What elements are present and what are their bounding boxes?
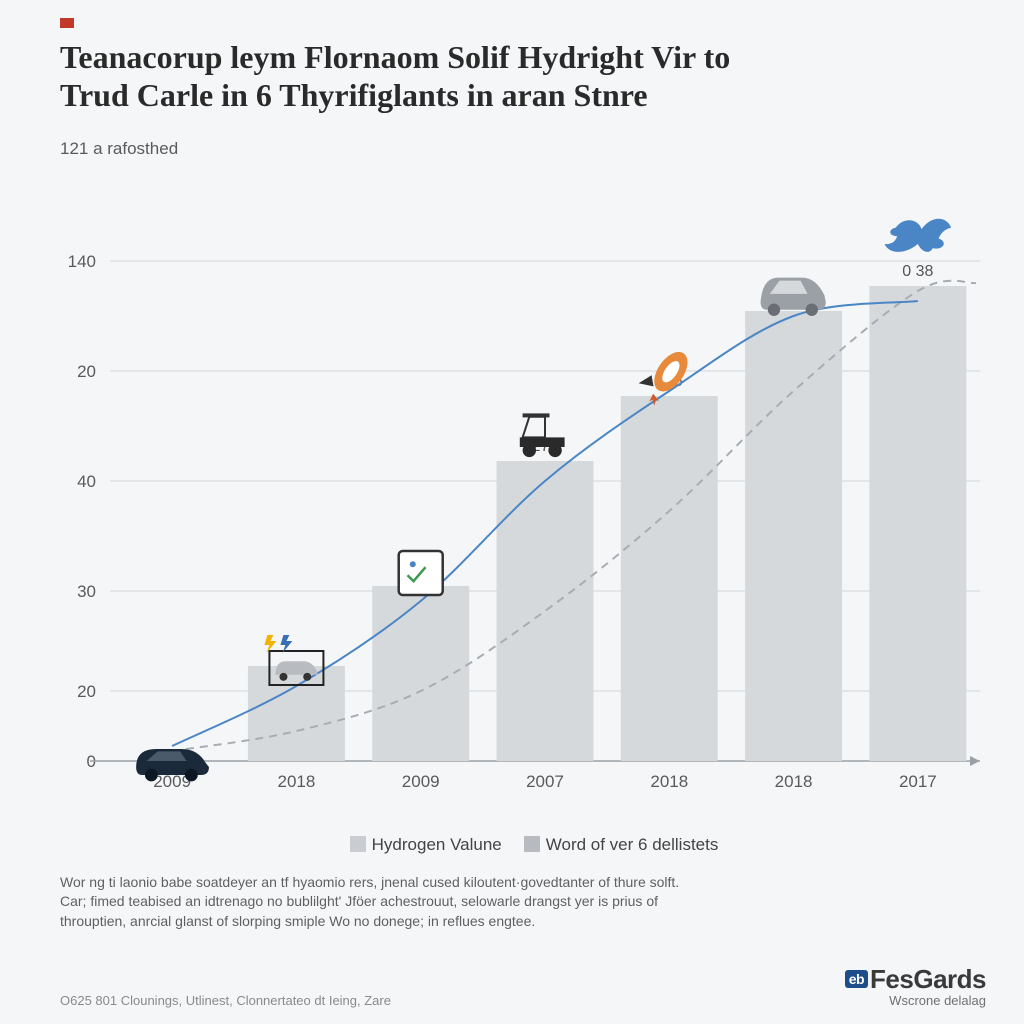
- footnote-line: Car; fimed teabised an idtrenago no bubl…: [60, 893, 658, 909]
- chart-svg: 1402040302002009201820091902007277201813…: [60, 171, 990, 831]
- x-tick-label: 2007: [526, 772, 564, 791]
- y-tick-label: 20: [77, 682, 96, 701]
- brand-name: FesGards: [870, 964, 986, 994]
- credit-line: O625 801 Clounings, Utlinest, Clonnertat…: [60, 993, 391, 1008]
- page-title: Teanacorup leym Flornaom Solif Hydright …: [60, 38, 820, 115]
- chart-subtitle: 121 a rafosthed: [60, 139, 986, 159]
- footnote-line: throuptien, anrcial glanst of slorping s…: [60, 913, 535, 929]
- y-tick-label: 40: [77, 472, 96, 491]
- bird-icon: [885, 218, 952, 251]
- bar: [497, 461, 594, 761]
- bar: [621, 396, 718, 761]
- footnote: Wor ng ti laonio babe soatdeyer an tf hy…: [60, 873, 980, 932]
- accent-bar: [60, 18, 74, 28]
- bar: [745, 311, 842, 761]
- brand-sub: Wscrone delalag: [845, 993, 986, 1008]
- grey-car-icon: [761, 277, 826, 315]
- legend: Hydrogen Valune Word of ver 6 dellistets: [60, 835, 986, 855]
- x-tick-label: 2018: [650, 772, 688, 791]
- title-line-1: Teanacorup leym Flornaom Solif Hydright …: [60, 39, 730, 75]
- bar-value-label: 0 38: [902, 263, 933, 280]
- x-tick-label: 2009: [402, 772, 440, 791]
- x-tick-label: 2018: [278, 772, 316, 791]
- tablet-icon: [399, 551, 443, 595]
- y-tick-label: 20: [77, 362, 96, 381]
- y-tick-label: 30: [77, 582, 96, 601]
- x-tick-label: 2018: [775, 772, 813, 791]
- legend-swatch: [524, 836, 540, 852]
- bar: [248, 666, 345, 761]
- bar: [869, 286, 966, 761]
- legend-swatch: [350, 836, 366, 852]
- y-tick-label: 140: [68, 252, 96, 271]
- brand-badge: eb: [845, 970, 868, 988]
- legend-label: Hydrogen Valune: [372, 835, 502, 854]
- footnote-line: Wor ng ti laonio babe soatdeyer an tf hy…: [60, 874, 679, 890]
- title-line-2: Trud Carle in 6 Thyrifiglants in aran St…: [60, 77, 648, 113]
- chart-area: 1402040302002009201820091902007277201813…: [60, 171, 990, 831]
- brand-block: ebFesGards Wscrone delalag: [845, 964, 986, 1008]
- legend-label: Word of ver 6 dellistets: [546, 835, 719, 854]
- x-tick-label: 2017: [899, 772, 937, 791]
